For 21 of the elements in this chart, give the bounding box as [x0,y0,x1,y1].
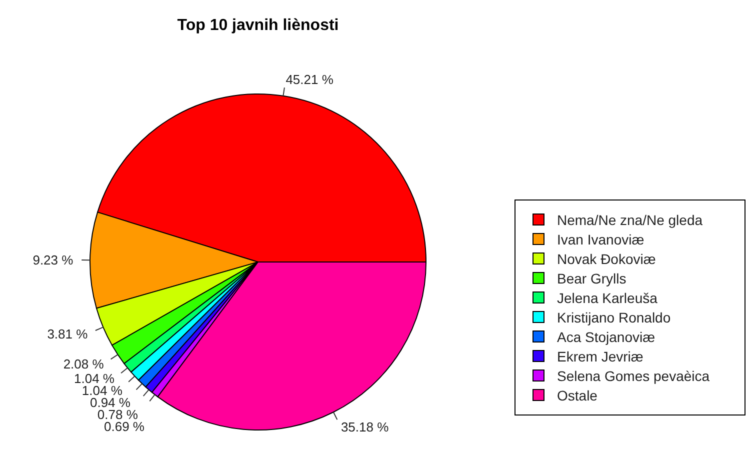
legend-label: Selena Gomes pevaèica [557,368,710,384]
legend-label: Aca Stojanoviæ [557,328,656,345]
legend-label: Bear Grylls [557,270,626,286]
data-label: 0.69 % [104,419,145,434]
data-label: 1.04 % [74,371,115,386]
legend-label: Ekrem Jevriæ [557,348,644,364]
legend-label: Ivan Ivanoviæ [557,231,644,248]
legend-label: Kristijano Ronaldo [557,309,671,326]
data-label: 9.23 % [32,252,74,268]
chart-title: Top 10 javnih liènosti [177,17,339,34]
data-label: 0.94 % [90,395,131,410]
legend-label: Ostale [557,387,598,404]
data-label: 45.21 % [286,72,334,87]
legend-label: Novak Ðokoviæ [557,250,656,267]
data-label: 1.04 % [82,383,123,398]
data-label: 0.78 % [97,407,138,422]
data-label: 35.18 % [340,420,390,435]
legend-label: Nema/Ne zna/Ne gleda [557,212,703,228]
data-label: 3.81 % [47,326,88,342]
data-label: 2.08 % [63,356,104,372]
legend-label: Jelena Karleuša [557,290,658,306]
